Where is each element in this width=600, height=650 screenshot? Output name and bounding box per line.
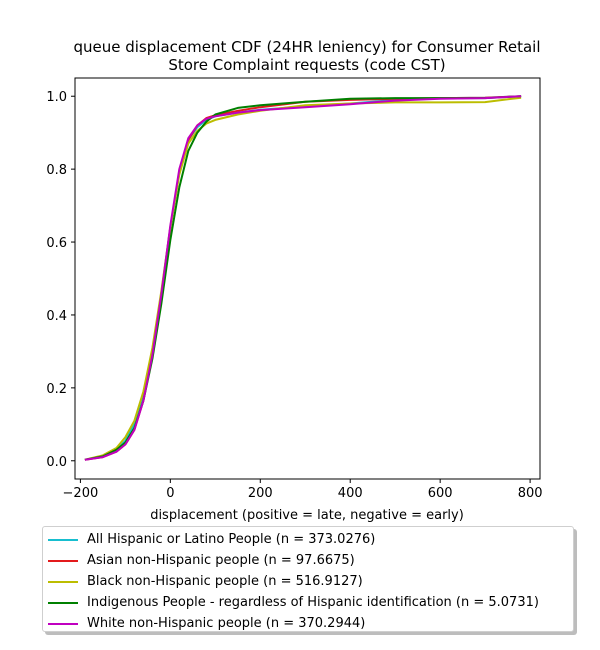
legend-swatch xyxy=(48,601,78,604)
y-tick-label: 0.0 xyxy=(46,455,67,470)
legend-item: White non-Hispanic people (n = 370.2944) xyxy=(43,613,573,634)
legend-item: Black non-Hispanic people (n = 516.9127) xyxy=(43,571,573,592)
legend-swatch xyxy=(48,559,78,562)
legend-item: Asian non-Hispanic people (n = 97.6675) xyxy=(43,550,573,571)
x-tick-label: 200 xyxy=(248,486,273,501)
y-tick-label: 0.2 xyxy=(46,382,67,397)
legend-label: Asian non-Hispanic people (n = 97.6675) xyxy=(87,553,355,568)
series-line-4 xyxy=(84,95,522,461)
chart-title-line-2: Store Complaint requests (code CST) xyxy=(168,56,445,74)
y-tick-label: 1.0 xyxy=(46,90,67,105)
legend-swatch xyxy=(48,622,78,625)
y-tick-label: 0.8 xyxy=(46,163,67,178)
x-tick-label: −200 xyxy=(63,486,99,501)
series-line-1 xyxy=(84,95,522,461)
chart-title-line-1: queue displacement CDF (24HR leniency) f… xyxy=(73,38,540,56)
legend-label: White non-Hispanic people (n = 370.2944) xyxy=(87,616,366,631)
legend-swatch xyxy=(48,538,78,541)
legend-item: Indigenous People - regardless of Hispan… xyxy=(43,592,573,613)
legend-label: All Hispanic or Latino People (n = 373.0… xyxy=(87,532,376,547)
series-lines xyxy=(84,95,522,461)
y-tick-label: 0.4 xyxy=(46,309,67,324)
plot-frame xyxy=(74,77,541,480)
y-tick-label: 0.6 xyxy=(46,236,67,251)
legend-item: All Hispanic or Latino People (n = 373.0… xyxy=(43,529,573,550)
legend-label: Black non-Hispanic people (n = 516.9127) xyxy=(87,574,363,589)
series-line-3 xyxy=(84,95,522,461)
series-line-0 xyxy=(84,95,522,461)
x-axis-label: displacement (positive = late, negative … xyxy=(150,508,464,523)
x-tick-label: 600 xyxy=(428,486,453,501)
legend: All Hispanic or Latino People (n = 373.0… xyxy=(42,526,574,632)
series-line-2 xyxy=(84,96,522,461)
x-tick-label: 0 xyxy=(166,486,174,501)
x-tick-label: 800 xyxy=(518,486,543,501)
axis-ticks: −200 0 200 400 600 800 0.0 0.2 0.4 0.6 0.8 1.0 xyxy=(46,90,542,501)
legend-swatch xyxy=(48,580,78,583)
x-tick-label: 400 xyxy=(338,486,363,501)
legend-label: Indigenous People - regardless of Hispan… xyxy=(87,595,539,610)
